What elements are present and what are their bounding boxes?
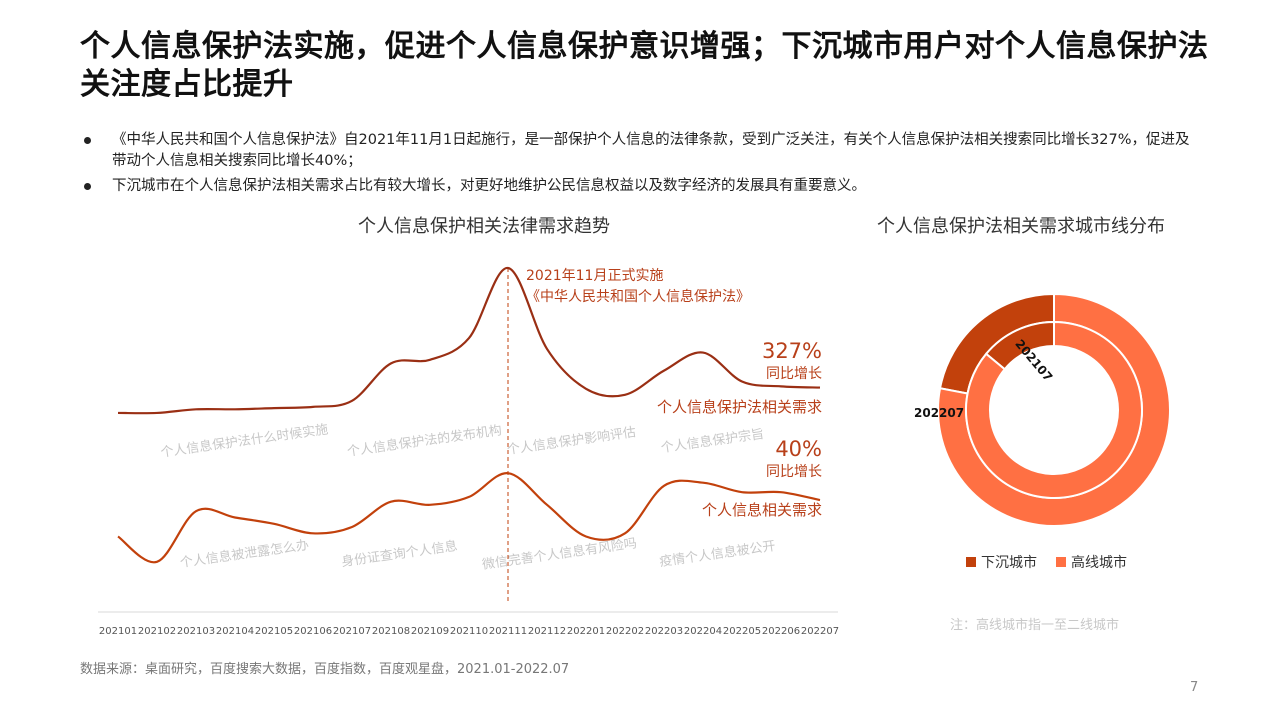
x-tick-label: 202206 xyxy=(762,626,800,637)
series-label-pipl: 个人信息保护法相关需求 xyxy=(657,398,822,416)
x-tick-label: 202203 xyxy=(645,626,683,637)
bullet-dot-icon xyxy=(84,183,91,190)
donut-hole xyxy=(990,346,1118,474)
x-tick-label: 202103 xyxy=(177,626,215,637)
x-tick-label: 202201 xyxy=(567,626,605,637)
x-tick-label: 202110 xyxy=(450,626,488,637)
bullet-item: 下沉城市在个人信息保护法相关需求占比有较大增长，对更好地维护公民信息权益以及数字… xyxy=(80,176,1200,197)
page-title: 个人信息保护法实施，促进个人信息保护意识增强；下沉城市用户对个人信息保护法关注度… xyxy=(80,29,1209,102)
x-tick-label: 202202 xyxy=(606,626,644,637)
legend-swatch-high-tier xyxy=(1056,557,1066,567)
growth-label-pipl: 同比增长 xyxy=(766,366,822,382)
x-tick-label: 202109 xyxy=(411,626,449,637)
bullet-dot-icon xyxy=(84,137,91,144)
growth-value-personal-info: 40% xyxy=(775,437,822,461)
keyword-watermark: 身份证查询个人信息 xyxy=(340,538,458,570)
series-line-pipl xyxy=(117,266,821,415)
x-tick-label: 202101 xyxy=(99,626,137,637)
x-tick-label: 202111 xyxy=(489,626,527,637)
legend-swatch-lower-tier xyxy=(966,557,976,567)
line-chart-title: 个人信息保护相关法律需求趋势 xyxy=(358,216,610,237)
x-tick-label: 202205 xyxy=(723,626,761,637)
keyword-watermark: 个人信息保护法的发布机构 xyxy=(346,422,503,460)
bullet-list: 《中华人民共和国个人信息保护法》自2021年11月1日起施行，是一部保护个人信息… xyxy=(80,130,1200,201)
bullet-text: 下沉城市在个人信息保护法相关需求占比有较大增长，对更好地维护公民信息权益以及数字… xyxy=(112,178,866,194)
footnote: 注：高线城市指一至二线城市 xyxy=(950,618,1120,633)
donut-chart-title: 个人信息保护法相关需求城市线分布 xyxy=(877,216,1165,237)
keyword-watermark: 微信完善个人信息有风险吗 xyxy=(481,535,638,573)
event-label-line1: 2021年11月正式实施 xyxy=(526,268,663,284)
x-tick-label: 202112 xyxy=(528,626,566,637)
series-label-personal-info: 个人信息相关需求 xyxy=(702,501,822,519)
legend-label: 高线城市 xyxy=(1071,555,1127,571)
ring-label-outer: 202207 xyxy=(914,406,964,420)
x-tick-label: 202107 xyxy=(333,626,371,637)
x-tick-label: 202102 xyxy=(138,626,176,637)
legend-item-high-tier: 高线城市 xyxy=(1056,552,1127,572)
x-tick-label: 202106 xyxy=(294,626,332,637)
legend-item-lower-tier: 下沉城市 xyxy=(966,552,1037,572)
bullet-text: 《中华人民共和国个人信息保护法》自2021年11月1日起施行，是一部保护个人信息… xyxy=(112,132,1190,169)
x-tick-label: 202204 xyxy=(684,626,722,637)
bullet-item: 《中华人民共和国个人信息保护法》自2021年11月1日起施行，是一部保护个人信息… xyxy=(80,130,1200,172)
keyword-watermark: 个人信息被泄露怎么办 xyxy=(179,537,310,571)
keyword-watermark: 个人信息保护宗旨 xyxy=(660,426,765,456)
x-tick-label: 202105 xyxy=(255,626,293,637)
keyword-watermark: 个人信息保护影响评估 xyxy=(506,424,637,458)
x-tick-label: 202104 xyxy=(216,626,254,637)
data-source: 数据来源：桌面研究，百度搜索大数据，百度指数，百度观星盘，2021.01-202… xyxy=(80,662,570,677)
growth-label-personal-info: 同比增长 xyxy=(766,464,822,480)
growth-value-pipl: 327% xyxy=(762,339,822,363)
keyword-watermark: 个人信息保护法什么时候实施 xyxy=(160,421,330,460)
event-label-line2: 《中华人民共和国个人信息保护法》 xyxy=(526,288,750,305)
x-tick-label: 202108 xyxy=(372,626,410,637)
series-line-personal-info xyxy=(117,472,821,564)
line-chart: 个人信息保护法什么时候实施 个人信息保护法的发布机构 个人信息保护影响评估 个人信息保… xyxy=(98,266,839,637)
legend-label: 下沉城市 xyxy=(981,555,1037,571)
keyword-watermark: 疫情个人信息被公开 xyxy=(658,538,776,570)
x-tick-label: 202207 xyxy=(801,626,839,637)
page-number: 7 xyxy=(1190,680,1199,695)
